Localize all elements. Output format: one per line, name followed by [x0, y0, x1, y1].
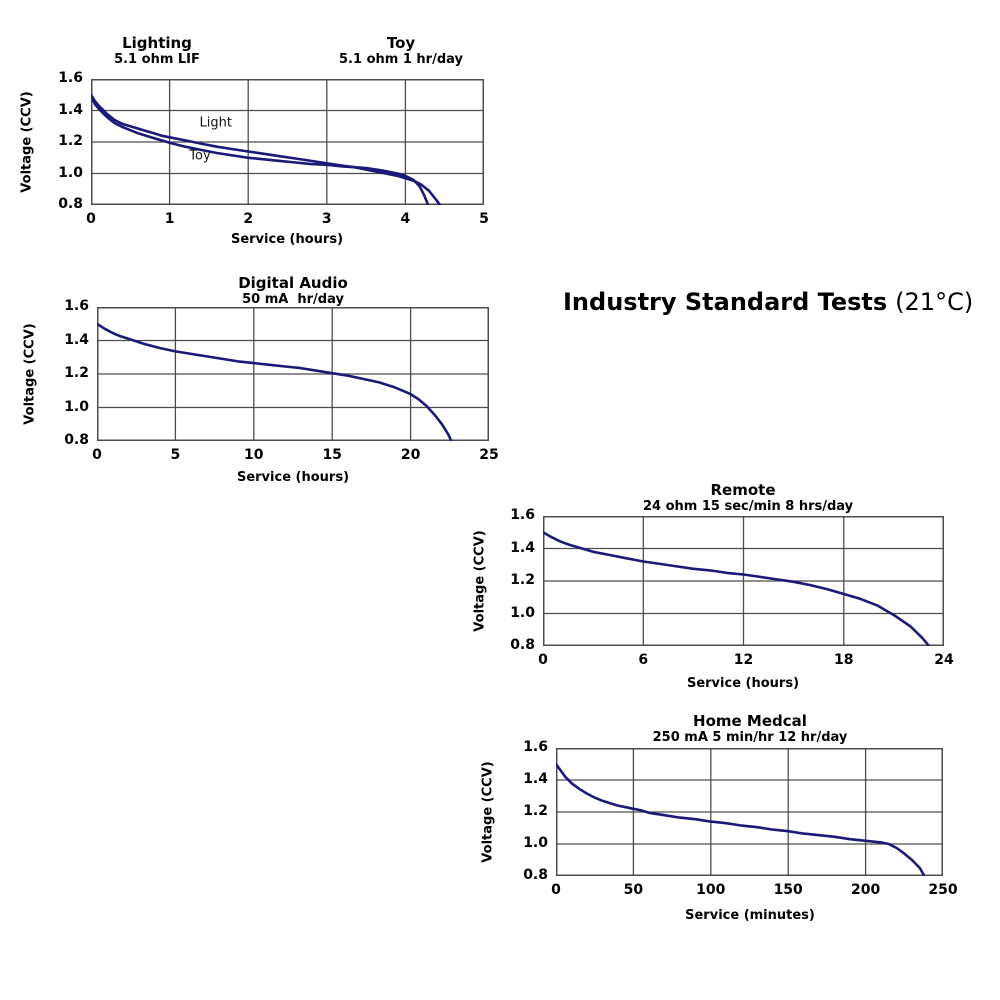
chart-subtitle: 24 ohm 15 sec/min 8 hrs/day: [643, 499, 854, 514]
curve-light: [89, 93, 442, 207]
y-tick-label: 1.0: [58, 164, 83, 181]
plot-area: Light Toy: [89, 79, 484, 207]
x-tick-label: 15: [322, 447, 342, 463]
y-tick-label: 0.8: [64, 432, 89, 448]
x-tick-label: 24: [934, 652, 954, 668]
y-tick-label: 1.4: [523, 771, 548, 787]
x-tick-label: 6: [638, 652, 649, 668]
chart-title: Home Medcal: [693, 712, 807, 730]
x-tick-label: 20: [400, 447, 421, 463]
x-tick-label: 250: [928, 882, 958, 898]
plot-svg: Light Toy: [89, 79, 484, 207]
series-label: Toy: [188, 148, 211, 163]
x-tick-label: 0: [86, 211, 96, 227]
y-tick-label: 0.8: [510, 637, 535, 653]
page-heading: Industry Standard Tests (21°C): [563, 288, 973, 316]
x-tick-label: 4: [400, 211, 411, 227]
plot-border: [556, 748, 943, 876]
y-tick-label: 1.6: [523, 739, 548, 755]
chart-title-block-lighting: Lighting 5.1 ohm LIF: [57, 34, 257, 68]
x-tick-label: 50: [623, 882, 644, 898]
y-tick-label: 0.8: [523, 867, 548, 883]
y-tick-label: 1.2: [64, 365, 89, 381]
x-tick-label: 200: [850, 882, 881, 898]
y-tick-label: 1.6: [510, 507, 535, 523]
chart-title: Remote: [710, 481, 776, 499]
x-tick-label: 12: [733, 652, 754, 668]
x-tick-label: 1: [164, 211, 175, 227]
chart-title: Lighting: [122, 34, 192, 52]
x-tick-label: 5: [479, 211, 489, 227]
chart-title-block: Remote 24 ohm 15 sec/min 8 hrs/day: [643, 481, 854, 515]
x-tick-label: 100: [696, 882, 726, 898]
curve-remote: [541, 530, 931, 648]
y-tick-label: 1.2: [510, 572, 535, 588]
curve-toy: [89, 93, 430, 207]
y-tick-label: 1.0: [510, 604, 535, 621]
plot-svg: [554, 748, 943, 878]
chart-subtitle: 50 mA hr/day: [242, 292, 344, 307]
plot-area: [541, 516, 944, 648]
curve-digital-audio: [95, 322, 453, 443]
chart-title: Digital Audio: [238, 274, 348, 292]
curve-home-medcal: [554, 762, 926, 878]
plot-border: [97, 307, 489, 441]
chart-title-block-toy: Toy 5.1 ohm 1 hr/day: [301, 34, 501, 68]
x-tick-label: 0: [551, 882, 561, 898]
y-tick-label: 1.2: [523, 803, 548, 819]
x-tick-label: 0: [92, 447, 102, 463]
plot-area: [95, 307, 489, 443]
plot-border: [91, 79, 484, 205]
x-axis-label: Service (hours): [686, 676, 800, 691]
y-tick-label: 1.6: [58, 70, 83, 86]
x-tick-label: 10: [244, 447, 264, 463]
x-tick-label: 5: [170, 447, 181, 463]
chart-title: Toy: [386, 34, 416, 52]
y-tick-label: 1.0: [64, 398, 89, 415]
plot-svg: [95, 307, 489, 443]
plot-border: [543, 516, 944, 646]
x-tick-label: 3: [321, 211, 332, 227]
chart-subtitle: 5.1 ohm 1 hr/day: [339, 52, 463, 67]
chart-subtitle: 5.1 ohm LIF: [114, 52, 200, 67]
chart-subtitle: 250 mA 5 min/hr 12 hr/day: [652, 730, 848, 745]
y-tick-label: 1.4: [58, 101, 83, 118]
y-tick-label: 1.2: [58, 133, 83, 149]
plot-svg: [541, 516, 944, 648]
y-tick-label: 1.6: [64, 298, 89, 314]
x-tick-label: 2: [243, 211, 254, 227]
chart-title-block: Digital Audio 50 mA hr/day: [193, 274, 393, 308]
x-tick-label: 0: [538, 652, 548, 668]
x-tick-label: 25: [479, 447, 499, 463]
plot-area: [554, 748, 943, 878]
page-heading-temperature: (21°C): [895, 288, 974, 316]
x-axis-label: Service (hours): [236, 470, 350, 485]
y-tick-label: 1.4: [64, 331, 89, 348]
y-tick-label: 0.8: [58, 196, 83, 212]
page-heading-bold: Industry Standard Tests: [563, 288, 888, 316]
chart-title-block: Home Medcal 250 mA 5 min/hr 12 hr/day: [650, 712, 850, 746]
series-label: Light: [200, 115, 232, 130]
x-tick-label: 18: [834, 652, 854, 668]
x-axis-label: Service (minutes): [685, 908, 815, 923]
y-tick-label: 1.0: [523, 835, 548, 851]
x-tick-label: 150: [773, 882, 803, 898]
x-axis-label: Service (hours): [230, 232, 344, 247]
y-tick-label: 1.4: [510, 539, 535, 556]
